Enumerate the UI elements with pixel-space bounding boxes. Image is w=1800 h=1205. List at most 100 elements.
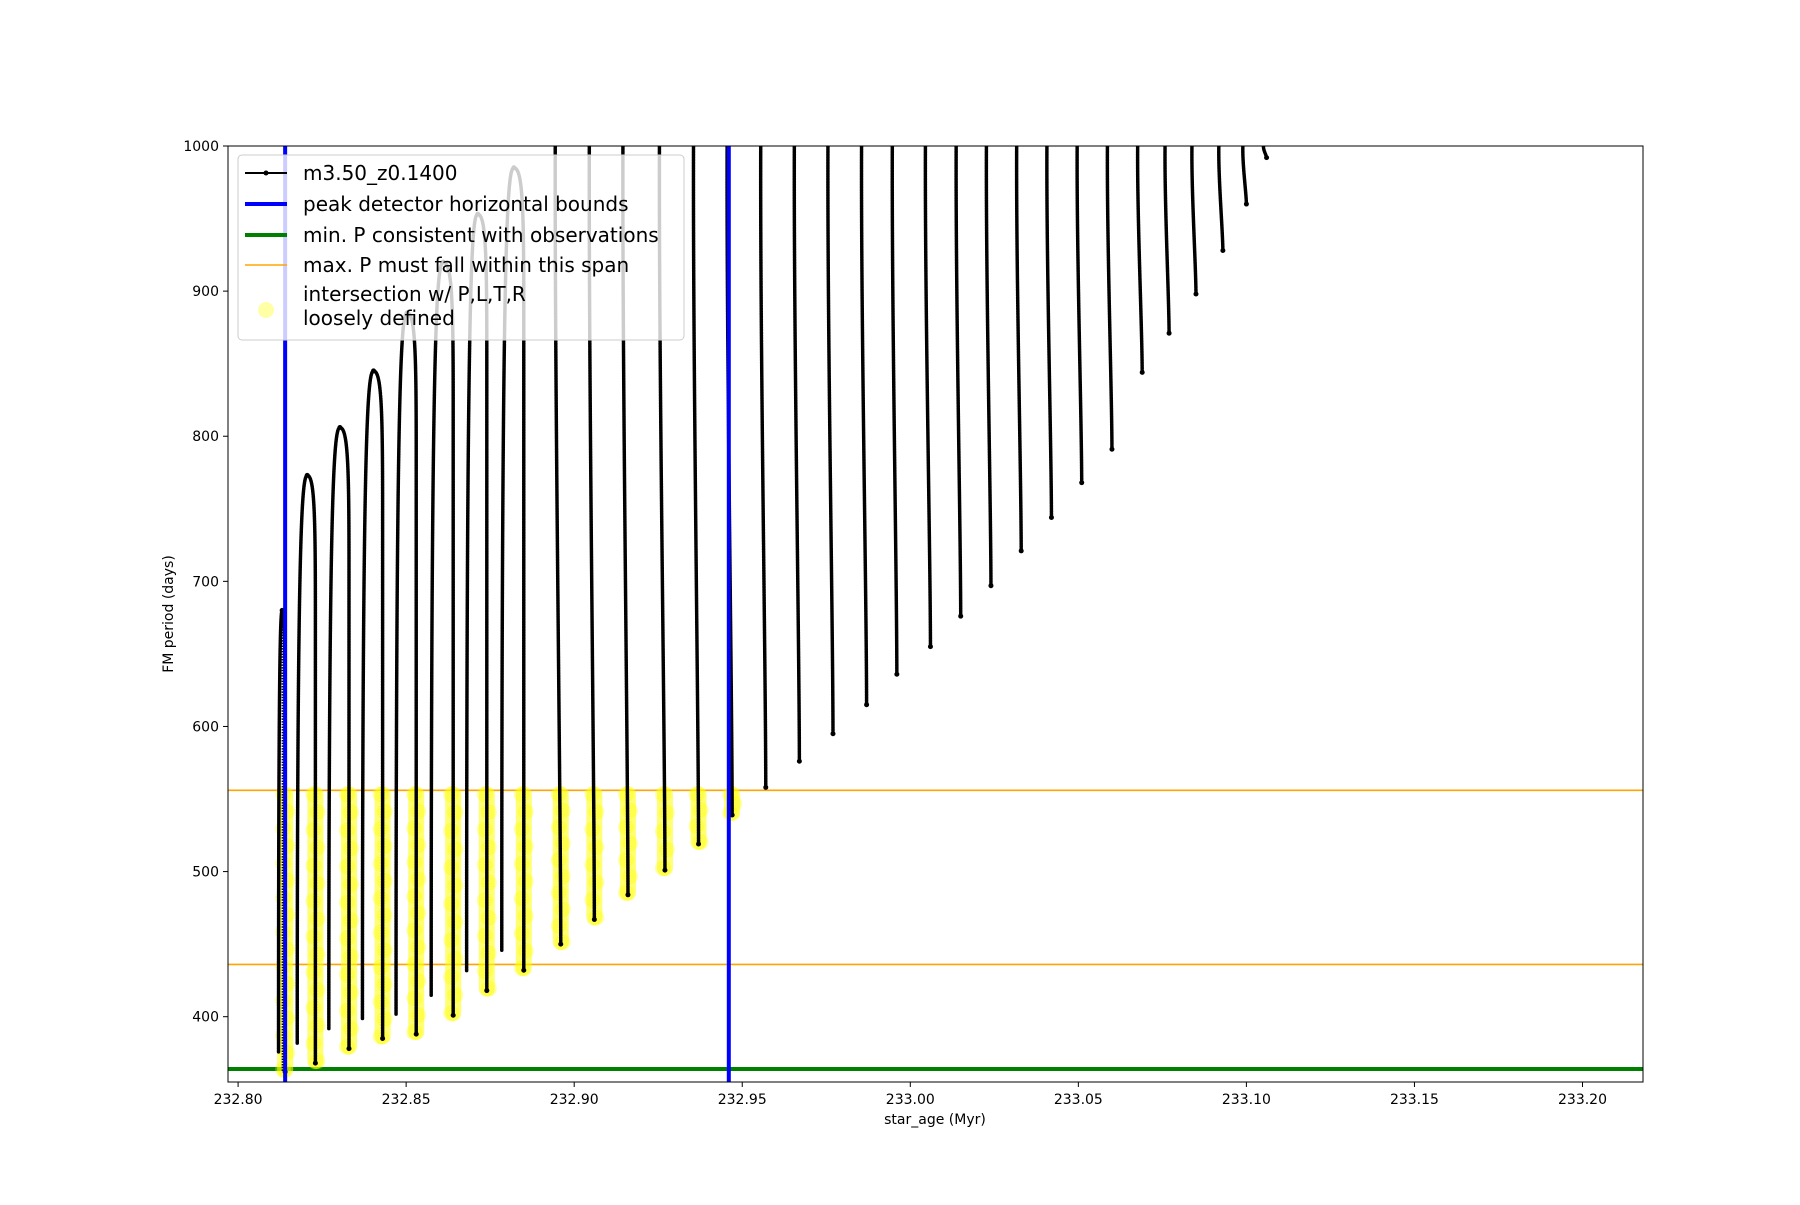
- intersection-marker-9-6: [554, 868, 571, 885]
- intersection-marker-10-7: [584, 891, 601, 908]
- intersection-marker-4-14: [376, 1011, 393, 1028]
- intersection-marker-3-14: [342, 1020, 359, 1037]
- intersection-marker-5-6: [410, 871, 427, 888]
- pulse-min-point-9: [558, 941, 564, 947]
- intersection-marker-4-11: [372, 959, 389, 976]
- legend-label-line: intersection w/ P,L,T,R: [303, 282, 526, 306]
- intersection-marker-6-7: [443, 895, 460, 912]
- x-tick-label: 233.10: [1222, 1092, 1271, 1108]
- intersection-marker-3-5: [338, 858, 355, 875]
- intersection-marker-4-7: [372, 890, 389, 907]
- intersection-marker-11-7: [617, 884, 634, 901]
- intersection-marker-4-1: [372, 786, 389, 803]
- intersection-marker-2-2: [309, 804, 326, 821]
- intersection-marker-6-10: [447, 950, 464, 967]
- legend-label: intersection w/ P,L,T,R loosely defined: [303, 282, 526, 330]
- intersection-marker-6-12: [447, 987, 464, 1004]
- intersection-marker-11-2: [621, 802, 638, 819]
- intersection-marker-11-6: [621, 868, 638, 885]
- intersection-marker-10-8: [588, 909, 605, 926]
- pulse-min-point-23: [1018, 548, 1024, 554]
- intersection-marker-12-5: [654, 860, 671, 877]
- intersection-marker-5-14: [410, 1007, 427, 1024]
- intersection-marker-2-13: [305, 999, 322, 1016]
- intersection-marker-2-9: [305, 928, 322, 945]
- pulse-curve-19: [890, 146, 899, 676]
- legend-label-line: loosely defined: [303, 306, 455, 330]
- legend-label: max. P must fall within this span: [303, 253, 629, 277]
- pulse-min-point-27: [1139, 369, 1145, 375]
- intersection-marker-4-12: [376, 976, 393, 993]
- intersection-marker-3-4: [342, 840, 359, 857]
- pulse-curve-23: [1014, 146, 1023, 553]
- intersection-marker-6-2: [447, 804, 464, 821]
- intersection-marker-2-16: [309, 1053, 326, 1070]
- intersection-marker-8-10: [517, 942, 534, 959]
- intersection-marker-2-11: [305, 964, 322, 981]
- intersection-marker-10-4: [588, 839, 605, 856]
- y-tick-label: 800: [192, 429, 219, 445]
- intersection-marker-4-8: [376, 907, 393, 924]
- pulse-curve-18: [859, 146, 869, 707]
- intersection-marker-6-13: [443, 1005, 460, 1022]
- intersection-marker-7-4: [480, 839, 497, 856]
- pulse-curve-20: [923, 146, 933, 649]
- intersection-marker-8-11: [513, 960, 530, 977]
- intersection-marker-10-5: [584, 856, 601, 873]
- intersection-marker-9-10: [554, 934, 571, 951]
- pulse-curve-21: [954, 146, 963, 618]
- pulse-curve-22: [984, 146, 993, 588]
- intersection-marker-7-10: [480, 945, 497, 962]
- intersection-marker-6-8: [447, 914, 464, 931]
- pulse-max-point-3: [337, 425, 343, 431]
- legend-label-line: min. P consistent with observations: [303, 223, 659, 247]
- intersection-marker-3-7: [338, 894, 355, 911]
- pulse-min-point-18: [864, 702, 870, 708]
- intersection-marker-4-9: [372, 924, 389, 941]
- intersection-marker-5-5: [406, 854, 423, 871]
- intersection-marker-4-5: [372, 855, 389, 872]
- y-axis-label: FM period (days): [161, 555, 177, 673]
- pulse-min-point-17: [830, 731, 836, 737]
- y-tick-label: 600: [192, 719, 219, 735]
- intersection-marker-2-14: [309, 1017, 326, 1034]
- intersection-marker-13-2: [692, 802, 709, 819]
- intersection-marker-7-11: [476, 962, 493, 979]
- y-tick-label: 1000: [183, 139, 219, 155]
- intersection-marker-4-2: [376, 803, 393, 820]
- pulse-min-point-21: [958, 613, 964, 619]
- pulse-min-point-3: [346, 1046, 352, 1052]
- intersection-marker-2-4: [309, 839, 326, 856]
- pulse-min-point-4: [380, 1035, 386, 1041]
- intersection-marker-3-11: [338, 966, 355, 983]
- pulse-min-point-29: [1193, 291, 1199, 297]
- pulse-min-point-31: [1243, 201, 1249, 207]
- x-tick-label: 232.90: [550, 1092, 599, 1108]
- pulse-curve-13: [691, 146, 701, 846]
- intersection-marker-2-15: [305, 1035, 322, 1052]
- intersection-marker-5-2: [410, 803, 427, 820]
- x-tick-label: 233.00: [886, 1092, 935, 1108]
- pulse-min-point-28: [1166, 330, 1172, 336]
- intersection-marker-3-13: [338, 1002, 355, 1019]
- plot-frame: [227, 145, 1644, 1083]
- intersection-marker-7-12: [480, 980, 497, 997]
- intersection-marker-5-3: [406, 820, 423, 837]
- intersection-marker-8-8: [517, 908, 534, 925]
- intersection-marker-2-10: [309, 946, 326, 963]
- legend-label-line: m3.50_z0.1400: [303, 161, 458, 185]
- pulse-min-point-24: [1048, 514, 1054, 520]
- intersection-marker-7-7: [476, 892, 493, 909]
- legend-label-line: max. P must fall within this span: [303, 253, 629, 277]
- intersection-marker-2-3: [305, 821, 322, 838]
- intersection-marker-4-4: [376, 838, 393, 855]
- intersection-marker-5-4: [410, 837, 427, 854]
- intersection-marker-5-7: [406, 888, 423, 905]
- y-tick-label: 500: [192, 865, 219, 881]
- intersection-marker-3-8: [342, 912, 359, 929]
- intersection-marker-13-3: [688, 818, 705, 835]
- intersection-marker-3-1: [338, 786, 355, 803]
- intersection-marker-9-2: [554, 802, 571, 819]
